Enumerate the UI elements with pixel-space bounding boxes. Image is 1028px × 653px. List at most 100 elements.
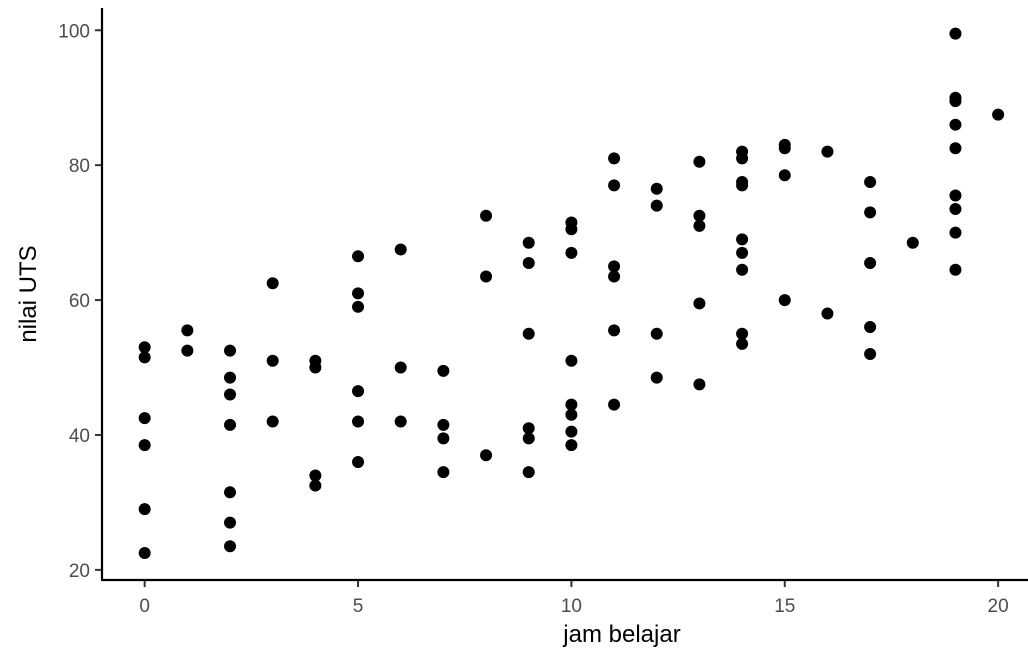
data-point — [949, 189, 962, 202]
data-point — [224, 344, 237, 357]
data-point — [608, 152, 621, 165]
data-point — [138, 547, 151, 560]
data-point — [181, 324, 194, 337]
data-point — [181, 344, 194, 357]
data-point — [565, 398, 578, 411]
data-point — [522, 466, 535, 479]
data-point — [352, 455, 365, 468]
data-point — [650, 327, 663, 340]
data-point — [949, 226, 962, 239]
data-point — [565, 223, 578, 236]
data-point — [864, 206, 877, 219]
data-point — [138, 351, 151, 364]
data-point — [352, 250, 365, 263]
y-tick-label: 20 — [69, 561, 90, 582]
data-point — [608, 179, 621, 192]
data-point — [394, 415, 407, 428]
data-point — [138, 439, 151, 452]
data-point — [480, 449, 493, 462]
data-point — [608, 260, 621, 273]
data-point — [266, 354, 279, 367]
data-point — [864, 256, 877, 269]
data-point — [394, 243, 407, 256]
data-point — [224, 516, 237, 529]
x-tick-label: 5 — [353, 596, 364, 617]
data-point — [522, 327, 535, 340]
data-point — [821, 307, 834, 320]
data-point — [309, 469, 322, 482]
data-point — [352, 415, 365, 428]
y-axis-title: nilai UTS — [15, 245, 42, 342]
data-point — [352, 385, 365, 398]
data-point — [736, 246, 749, 259]
data-point — [650, 371, 663, 384]
x-tick-label: 20 — [988, 596, 1009, 617]
data-point — [480, 270, 493, 283]
data-point — [266, 277, 279, 290]
y-tick-label: 100 — [58, 21, 90, 42]
data-point — [949, 142, 962, 155]
data-point — [480, 209, 493, 222]
data-point — [608, 270, 621, 283]
data-point — [394, 361, 407, 374]
data-point — [437, 418, 450, 431]
data-point — [949, 203, 962, 216]
data-point — [778, 294, 791, 307]
data-point — [778, 169, 791, 182]
y-tick-label: 40 — [69, 426, 90, 447]
x-tick-label: 10 — [561, 596, 582, 617]
data-point — [565, 425, 578, 438]
data-point — [224, 540, 237, 553]
data-point — [650, 182, 663, 195]
data-point — [522, 256, 535, 269]
data-point — [138, 503, 151, 516]
data-point — [352, 287, 365, 300]
data-point — [138, 341, 151, 354]
x-tick-label: 15 — [774, 596, 795, 617]
data-point — [949, 263, 962, 276]
data-point — [693, 209, 706, 222]
y-tick-label: 60 — [69, 291, 90, 312]
data-point — [522, 432, 535, 445]
data-point — [693, 219, 706, 232]
data-point — [352, 300, 365, 313]
data-point — [608, 398, 621, 411]
data-point — [821, 145, 834, 158]
data-point — [949, 27, 962, 40]
data-point — [608, 324, 621, 337]
data-point — [565, 246, 578, 259]
data-point — [522, 422, 535, 435]
data-point — [224, 371, 237, 384]
data-point — [565, 354, 578, 367]
data-point — [437, 466, 450, 479]
data-point — [565, 408, 578, 421]
data-point — [309, 361, 322, 374]
data-point — [224, 486, 237, 499]
data-point — [650, 199, 663, 212]
data-point — [693, 297, 706, 310]
data-point — [992, 108, 1005, 121]
data-point — [864, 176, 877, 189]
data-point — [565, 439, 578, 452]
x-tick-label: 0 — [139, 596, 150, 617]
data-point — [224, 418, 237, 431]
data-point — [864, 348, 877, 361]
data-point — [906, 236, 919, 249]
data-point — [522, 236, 535, 249]
data-point — [736, 327, 749, 340]
data-point — [693, 378, 706, 391]
data-point — [736, 263, 749, 276]
axis-ticks: 0 5 10 15 20 20 40 60 80 100 — [58, 21, 1008, 617]
data-point — [736, 152, 749, 165]
data-points — [138, 27, 1005, 560]
data-point — [949, 95, 962, 108]
data-point — [266, 415, 279, 428]
y-tick-label: 80 — [69, 156, 90, 177]
data-point — [778, 142, 791, 155]
data-point — [138, 412, 151, 425]
data-point — [437, 432, 450, 445]
data-point — [864, 321, 877, 334]
data-point — [736, 233, 749, 246]
